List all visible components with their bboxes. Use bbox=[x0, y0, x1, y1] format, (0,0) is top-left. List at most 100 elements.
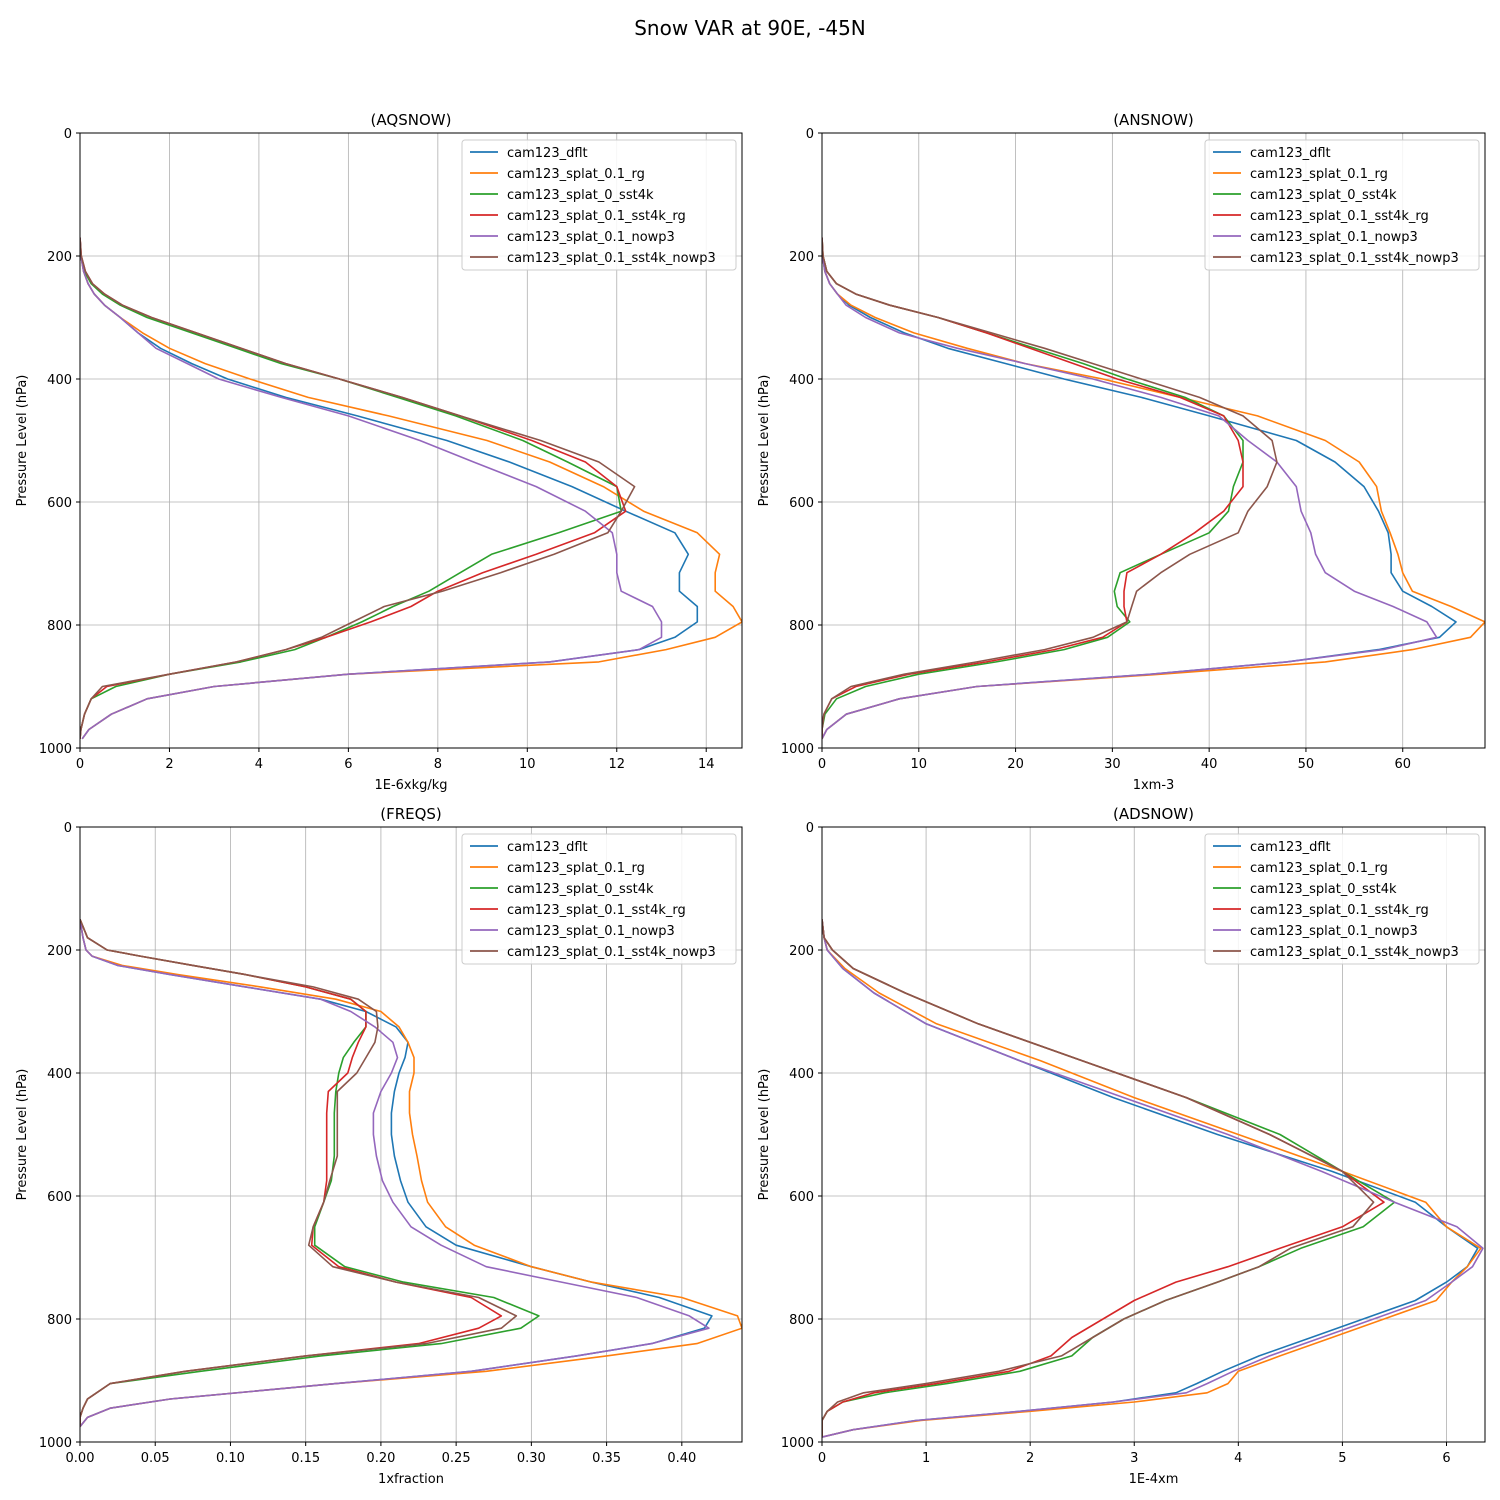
panel-title: (FREQS) bbox=[380, 805, 442, 823]
x-tick-label: 0.10 bbox=[216, 1451, 245, 1466]
series-line-cam123_splat_0.1_nowp3 bbox=[80, 237, 663, 740]
legend-label: cam123_splat_0_sst4k bbox=[507, 882, 654, 897]
x-tick-label: 12 bbox=[608, 757, 625, 772]
x-tick-label: 10 bbox=[519, 757, 536, 772]
legend-label: cam123_dflt bbox=[1250, 840, 1331, 855]
x-tick-label: 0.15 bbox=[291, 1451, 320, 1466]
legend-label: cam123_splat_0.1_nowp3 bbox=[507, 230, 675, 245]
y-tick-label: 600 bbox=[47, 496, 72, 511]
legend-box bbox=[1204, 139, 1480, 271]
y-tick-label: 0 bbox=[64, 821, 72, 836]
x-tick-label: 0.20 bbox=[366, 1451, 395, 1466]
x-tick-label: 2 bbox=[1026, 1451, 1034, 1466]
legend-label: cam123_splat_0.1_sst4k_rg bbox=[1250, 209, 1429, 224]
x-tick-label: 4 bbox=[255, 757, 263, 772]
x-tick-label: 0.30 bbox=[517, 1451, 546, 1466]
y-tick-label: 800 bbox=[47, 1313, 72, 1328]
x-tick-label: 5 bbox=[1338, 1451, 1346, 1466]
y-tick-label: 1000 bbox=[781, 1436, 814, 1451]
y-axis-label: Pressure Level (hPa) bbox=[15, 375, 30, 507]
y-tick-label: 0 bbox=[806, 821, 814, 836]
axes-frame bbox=[79, 826, 743, 1443]
legend-label: cam123_splat_0_sst4k bbox=[1250, 882, 1397, 897]
legend-box bbox=[1204, 833, 1480, 965]
legend-label: cam123_splat_0.1_sst4k_nowp3 bbox=[507, 251, 716, 266]
x-tick-label: 60 bbox=[1394, 757, 1411, 772]
x-tick-label: 6 bbox=[344, 757, 352, 772]
x-tick-label: 0 bbox=[76, 757, 84, 772]
y-axis-label: Pressure Level (hPa) bbox=[15, 1069, 30, 1201]
legend-label: cam123_dflt bbox=[507, 840, 588, 855]
legend-label: cam123_splat_0.1_rg bbox=[507, 167, 645, 182]
y-tick-label: 0 bbox=[64, 127, 72, 142]
y-tick-label: 600 bbox=[789, 496, 814, 511]
series-line-cam123_splat_0_sst4k bbox=[822, 919, 1396, 1438]
x-tick-label: 6 bbox=[1442, 1451, 1450, 1466]
series-line-cam123_splat_0.1_nowp3 bbox=[822, 919, 1484, 1438]
legend-label: cam123_splat_0.1_nowp3 bbox=[507, 924, 675, 939]
panel-title: (AQSNOW) bbox=[371, 111, 452, 129]
y-tick-label: 800 bbox=[789, 1313, 814, 1328]
y-tick-label: 1000 bbox=[39, 1436, 72, 1451]
series-line-cam123_splat_0.1_sst4k_nowp3 bbox=[822, 237, 1278, 739]
x-tick-label: 0 bbox=[818, 757, 826, 772]
series-line-cam123_splat_0.1_nowp3 bbox=[80, 919, 710, 1428]
x-tick-label: 0.35 bbox=[592, 1451, 621, 1466]
panel-title: (ADSNOW) bbox=[1113, 805, 1194, 823]
y-tick-label: 200 bbox=[789, 944, 814, 959]
series-line-cam123_splat_0.1_sst4k_nowp3 bbox=[822, 919, 1375, 1438]
x-tick-label: 8 bbox=[434, 757, 442, 772]
legend-label: cam123_splat_0.1_sst4k_nowp3 bbox=[1250, 251, 1459, 266]
y-tick-label: 1000 bbox=[39, 742, 72, 757]
series-line-cam123_splat_0.1_rg bbox=[80, 919, 742, 1428]
axes-frame bbox=[79, 132, 743, 749]
x-axis-label: 1xfraction bbox=[378, 1472, 444, 1487]
y-tick-label: 0 bbox=[806, 127, 814, 142]
legend-label: cam123_splat_0_sst4k bbox=[507, 188, 654, 203]
x-tick-label: 0 bbox=[818, 1451, 826, 1466]
legend-box bbox=[461, 833, 737, 965]
series-line-cam123_splat_0.1_sst4k_nowp3 bbox=[80, 918, 518, 1427]
y-tick-label: 600 bbox=[47, 1190, 72, 1205]
y-tick-label: 200 bbox=[47, 944, 72, 959]
x-axis-label: 1E-6xkg/kg bbox=[374, 778, 447, 793]
legend-label: cam123_splat_0.1_rg bbox=[1250, 861, 1388, 876]
x-tick-label: 20 bbox=[1007, 757, 1024, 772]
x-tick-label: 10 bbox=[911, 757, 928, 772]
legend-label: cam123_splat_0.1_sst4k_rg bbox=[507, 209, 686, 224]
x-tick-label: 1 bbox=[922, 1451, 930, 1466]
x-tick-label: 0.40 bbox=[667, 1451, 696, 1466]
x-tick-label: 4 bbox=[1234, 1451, 1242, 1466]
legend-label: cam123_splat_0.1_sst4k_nowp3 bbox=[1250, 945, 1459, 960]
legend-label: cam123_splat_0.1_rg bbox=[507, 861, 645, 876]
series-line-cam123_splat_0.1_sst4k_rg bbox=[822, 919, 1385, 1438]
legend-label: cam123_splat_0.1_sst4k_rg bbox=[507, 903, 686, 918]
x-tick-label: 50 bbox=[1298, 757, 1315, 772]
y-tick-label: 800 bbox=[789, 619, 814, 634]
legend-label: cam123_splat_0.1_nowp3 bbox=[1250, 230, 1418, 245]
figure-title: Snow VAR at 90E, -45N bbox=[634, 16, 866, 40]
y-tick-label: 400 bbox=[789, 1067, 814, 1082]
y-tick-label: 200 bbox=[47, 250, 72, 265]
x-tick-label: 40 bbox=[1201, 757, 1218, 772]
legend-label: cam123_dflt bbox=[1250, 146, 1331, 161]
y-tick-label: 200 bbox=[789, 250, 814, 265]
x-tick-label: 0.00 bbox=[66, 1451, 95, 1466]
legend-label: cam123_splat_0.1_sst4k_nowp3 bbox=[507, 945, 716, 960]
x-axis-label: 1E-4xm bbox=[1129, 1472, 1179, 1487]
y-axis-label: Pressure Level (hPa) bbox=[757, 1069, 772, 1201]
axes-frame bbox=[821, 132, 1486, 749]
legend-label: cam123_splat_0_sst4k bbox=[1250, 188, 1397, 203]
legend-label: cam123_splat_0.1_rg bbox=[1250, 167, 1388, 182]
axes-frame bbox=[821, 826, 1486, 1443]
x-tick-label: 0.05 bbox=[141, 1451, 170, 1466]
series-line-cam123_splat_0.1_rg bbox=[822, 919, 1482, 1438]
series-line-cam123_dflt bbox=[822, 919, 1479, 1438]
legend-label: cam123_dflt bbox=[507, 146, 588, 161]
legend-label: cam123_splat_0.1_nowp3 bbox=[1250, 924, 1418, 939]
series-line-cam123_splat_0.1_sst4k_nowp3 bbox=[80, 237, 636, 739]
y-tick-label: 1000 bbox=[781, 742, 814, 757]
